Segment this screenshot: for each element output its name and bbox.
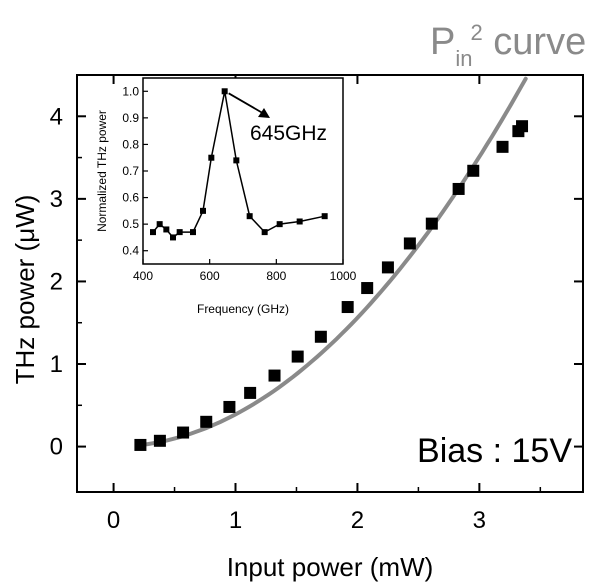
inset-point-8 xyxy=(221,88,228,95)
inset-point-3 xyxy=(170,234,176,241)
data-point-0 xyxy=(134,438,147,451)
inset-point-10 xyxy=(246,213,253,220)
data-point-3 xyxy=(200,415,213,428)
inset-y-tick-label-0: 0.4 xyxy=(122,244,139,258)
inset-point-12 xyxy=(276,221,283,228)
data-point-6 xyxy=(268,369,281,382)
data-point-4 xyxy=(223,400,236,413)
y-tick-label-0: 0 xyxy=(50,434,63,461)
inset-x-tick-label-0: 400 xyxy=(133,269,153,283)
data-point-15 xyxy=(467,164,480,177)
y-axis-title: THz power (μW) xyxy=(10,195,40,385)
data-point-13 xyxy=(425,217,438,230)
inset-x-axis-title: Frequency (GHz) xyxy=(197,302,289,316)
peak-arrow-line xyxy=(228,92,267,116)
peak-arrow-head xyxy=(258,108,270,118)
bias-annotation: Bias : 15V xyxy=(417,432,572,470)
curve-label-base: P xyxy=(430,21,455,63)
inset-point-11 xyxy=(261,229,268,236)
data-point-5 xyxy=(244,386,257,399)
inset-point-7 xyxy=(208,154,215,161)
data-point-14 xyxy=(452,182,465,195)
plot-frame xyxy=(76,74,584,493)
curve-label-subscript: in xyxy=(455,46,472,71)
y-tick-label-3: 3 xyxy=(50,186,63,213)
inset-y-tick-label-6: 1.0 xyxy=(122,84,139,98)
x-tick-label-3: 3 xyxy=(473,507,486,534)
data-point-1 xyxy=(153,434,166,447)
data-point-16 xyxy=(496,140,509,153)
curve-label: Pin2 curve xyxy=(430,20,586,71)
inset-point-14 xyxy=(321,213,328,220)
inset-point-9 xyxy=(233,157,240,164)
inset-frame xyxy=(142,77,344,265)
inset-x-tick-label-3: 1000 xyxy=(330,269,357,283)
inset-x-tick-label-1: 600 xyxy=(200,269,220,283)
inset-point-6 xyxy=(200,207,206,214)
x-axis-title: Input power (mW) xyxy=(227,552,434,582)
data-point-12 xyxy=(403,237,416,250)
inset-y-tick-label-4: 0.8 xyxy=(122,137,139,151)
inset-y-tick-label-5: 0.9 xyxy=(122,111,139,125)
x-tick-label-1: 1 xyxy=(229,507,242,534)
inset-x-tick-label-2: 800 xyxy=(266,269,286,283)
data-point-9 xyxy=(341,301,354,314)
x-tick-label-2: 2 xyxy=(351,507,364,534)
inset-point-2 xyxy=(163,226,170,233)
peak-label: 645GHz xyxy=(250,122,327,145)
y-tick-label-4: 4 xyxy=(50,103,63,130)
inset-y-axis-title: Normalized THz power xyxy=(95,110,109,232)
inset-point-1 xyxy=(156,221,163,228)
data-point-11 xyxy=(381,261,394,274)
curve-label-rest: curve xyxy=(483,21,586,63)
x-tick-label-0: 0 xyxy=(107,507,120,534)
inset-y-tick-label-3: 0.7 xyxy=(122,164,139,178)
data-point-18 xyxy=(516,120,529,133)
inset-y-tick-label-2: 0.6 xyxy=(122,191,139,205)
inset-point-5 xyxy=(190,229,196,236)
inset-point-0 xyxy=(150,229,156,236)
inset-point-4 xyxy=(176,229,183,236)
data-point-2 xyxy=(177,426,190,439)
y-tick-label-1: 1 xyxy=(50,351,63,378)
data-point-8 xyxy=(314,330,327,343)
data-point-7 xyxy=(291,350,304,363)
curve-label-superscript: 2 xyxy=(470,20,482,45)
data-point-10 xyxy=(361,282,374,295)
y-tick-label-2: 2 xyxy=(50,268,63,295)
inset-point-13 xyxy=(296,218,303,225)
inset-y-tick-label-1: 0.5 xyxy=(122,217,139,231)
